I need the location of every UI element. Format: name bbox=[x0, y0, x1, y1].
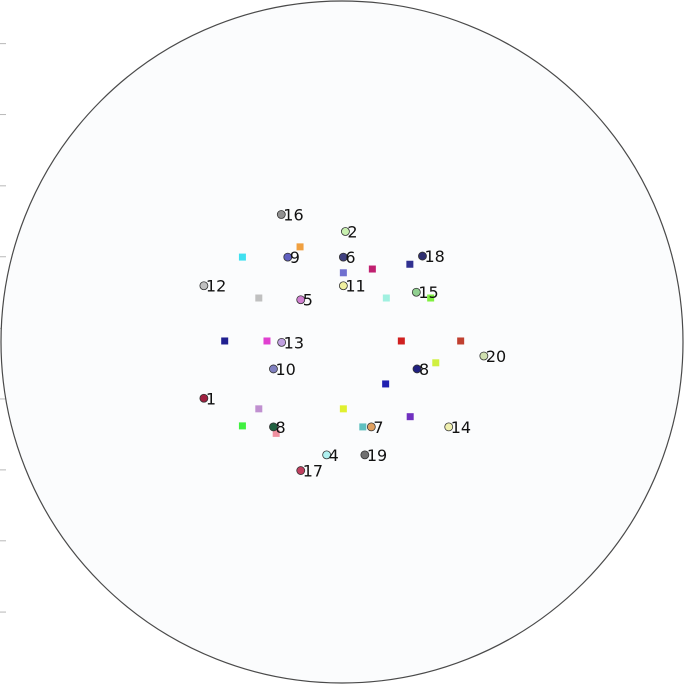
circle-marker-9 bbox=[283, 252, 293, 262]
square-marker-11 bbox=[397, 337, 405, 345]
circle-marker-12 bbox=[199, 281, 209, 291]
point-label-19: 19 bbox=[367, 446, 387, 465]
square-marker-8 bbox=[427, 294, 435, 302]
square-marker-18 bbox=[238, 422, 246, 430]
circle-marker-1 bbox=[199, 393, 209, 403]
square-marker-9 bbox=[221, 337, 229, 345]
circle-marker-2 bbox=[341, 227, 350, 236]
square-marker-4 bbox=[368, 265, 376, 273]
square-marker-3 bbox=[339, 269, 347, 277]
square-marker-6 bbox=[255, 294, 263, 302]
circle-marker-19 bbox=[360, 450, 370, 460]
circle-marker-13 bbox=[277, 337, 287, 347]
circle-marker-8 bbox=[269, 422, 278, 432]
point-label-10: 10 bbox=[275, 360, 295, 379]
point-label-18: 18 bbox=[424, 247, 444, 266]
point-label-11: 11 bbox=[345, 277, 365, 296]
point-label-14: 14 bbox=[451, 418, 471, 437]
point-label-7: 7 bbox=[373, 418, 383, 437]
circle-marker-16 bbox=[276, 210, 286, 219]
circle-marker-17 bbox=[296, 466, 306, 475]
circle-marker-5 bbox=[296, 295, 306, 305]
circle-marker-20 bbox=[479, 351, 489, 361]
point-label-8: 8 bbox=[419, 360, 429, 379]
square-marker-5 bbox=[406, 260, 414, 268]
square-marker-13 bbox=[432, 359, 440, 367]
square-marker-7 bbox=[382, 294, 390, 302]
point-label-4: 4 bbox=[329, 446, 339, 465]
square-marker-16 bbox=[339, 405, 347, 413]
square-marker-17 bbox=[406, 413, 414, 421]
circle-marker-4 bbox=[322, 450, 332, 460]
square-marker-20 bbox=[272, 429, 280, 437]
point-label-20: 20 bbox=[486, 347, 506, 366]
square-marker-12 bbox=[457, 337, 465, 345]
circle-marker-7 bbox=[366, 422, 376, 432]
square-marker-15 bbox=[255, 405, 263, 413]
point-label-6: 6 bbox=[345, 248, 355, 267]
circle-marker-11 bbox=[338, 281, 348, 291]
point-label-1: 1 bbox=[206, 389, 216, 408]
point-label-9: 9 bbox=[290, 248, 300, 267]
point-label-12: 12 bbox=[206, 277, 226, 296]
circle-marker-15 bbox=[411, 287, 421, 297]
data-markers bbox=[199, 210, 489, 475]
square-marker-10 bbox=[263, 337, 271, 345]
point-label-8: 8 bbox=[275, 418, 285, 437]
circle-marker-10 bbox=[269, 364, 278, 374]
point-label-5: 5 bbox=[303, 291, 313, 310]
square-marker-14 bbox=[382, 380, 390, 388]
point-label-17: 17 bbox=[303, 462, 323, 481]
circle-marker-18 bbox=[418, 251, 427, 261]
square-marker-2 bbox=[296, 243, 304, 251]
circle-marker-14 bbox=[444, 422, 454, 432]
point-label-13: 13 bbox=[284, 333, 304, 352]
circle-marker-8 bbox=[412, 364, 422, 374]
point-label-16: 16 bbox=[283, 205, 303, 224]
circle-marker-6 bbox=[338, 252, 348, 262]
square-marker-19 bbox=[359, 423, 367, 431]
square-marker-1 bbox=[238, 253, 246, 261]
point-label-2: 2 bbox=[347, 223, 357, 242]
point-label-15: 15 bbox=[418, 283, 438, 302]
